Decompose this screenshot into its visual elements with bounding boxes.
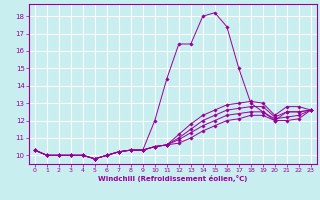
- X-axis label: Windchill (Refroidissement éolien,°C): Windchill (Refroidissement éolien,°C): [98, 175, 247, 182]
